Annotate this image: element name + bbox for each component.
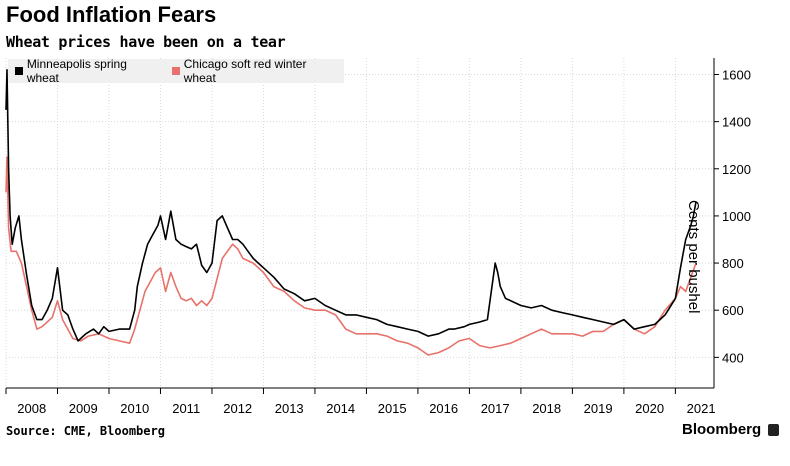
x-tick-label: 2014 bbox=[326, 401, 355, 416]
y-axis-label: Cents per bushel bbox=[685, 200, 702, 314]
x-tick-label: 2015 bbox=[378, 401, 407, 416]
y-tick-label: 1000 bbox=[722, 209, 751, 224]
y-tick-label: 800 bbox=[722, 256, 744, 271]
source-note: Source: CME, Bloomberg bbox=[6, 424, 165, 438]
x-tick-label: 2016 bbox=[429, 401, 458, 416]
legend-swatch-chicago bbox=[171, 67, 180, 75]
legend-label-chicago: Chicago soft red winter wheat bbox=[183, 57, 307, 85]
y-tick-label: 400 bbox=[722, 350, 744, 365]
x-tick-label: 2013 bbox=[275, 401, 304, 416]
x-tick-label: 2019 bbox=[584, 401, 613, 416]
x-tick-label: 2012 bbox=[223, 401, 252, 416]
legend-label-minneapolis: Minneapolis spring wheat bbox=[26, 57, 127, 85]
chart-title: Food Inflation Fears bbox=[6, 2, 217, 27]
x-tick-label: 2020 bbox=[635, 401, 664, 416]
series-line-minneapolis bbox=[5, 69, 697, 342]
legend-item-minneapolis[interactable]: Minneapolis spring wheat bbox=[15, 57, 159, 85]
y-tick-label: 1400 bbox=[722, 115, 751, 130]
x-tick-label: 2017 bbox=[481, 401, 510, 416]
gridlines bbox=[5, 58, 714, 388]
bloomberg-terminal-icon bbox=[768, 424, 779, 436]
x-tick-label: 2008 bbox=[17, 401, 46, 416]
brand-logo-text: Bloomberg bbox=[682, 421, 762, 438]
series-line-chicago bbox=[5, 156, 697, 356]
legend-item-chicago[interactable]: Chicago soft red winter wheat bbox=[171, 57, 338, 85]
legend-swatch-minneapolis bbox=[15, 67, 23, 75]
x-tick-label: 2021 bbox=[687, 401, 716, 416]
y-tick-label: 1600 bbox=[722, 68, 751, 83]
legend: Minneapolis spring wheat Chicago soft re… bbox=[8, 57, 344, 85]
axes: 400 600 800 1000 1200 1400 1600 2008 2009 2010 201… bbox=[5, 58, 751, 416]
x-tick-label: 2018 bbox=[532, 401, 561, 416]
y-tick-label: 1200 bbox=[722, 162, 751, 177]
chart-subtitle: Wheat prices have been on a tear bbox=[6, 33, 286, 51]
x-tick-label: 2010 bbox=[120, 401, 149, 416]
y-tick-label: 600 bbox=[722, 303, 744, 318]
x-tick-label: 2011 bbox=[172, 401, 200, 416]
x-tick-label: 2009 bbox=[69, 401, 98, 416]
series-lines bbox=[5, 69, 697, 356]
